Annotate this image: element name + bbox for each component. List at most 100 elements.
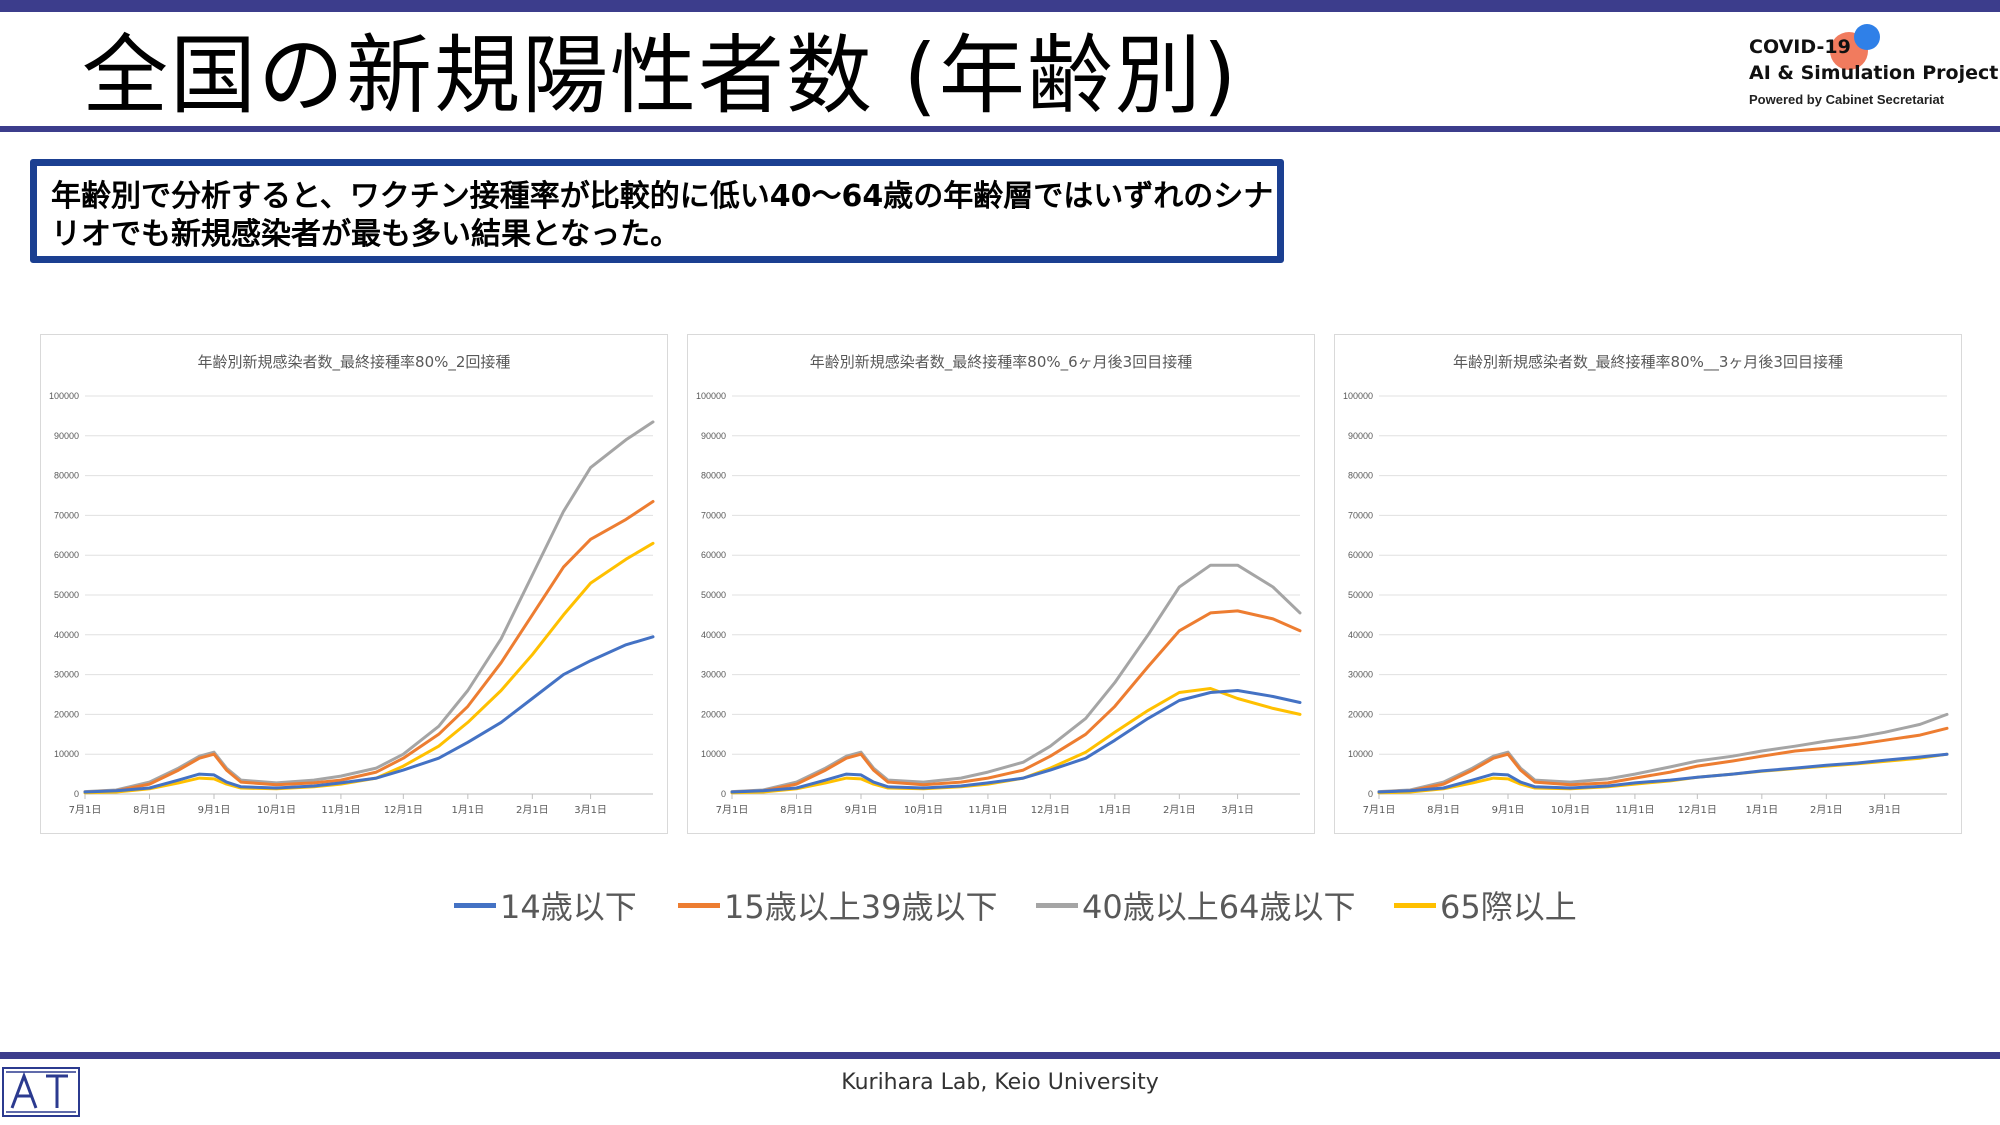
summary-text: 年齢別で分析すると、ワクチン接種率が比較的に低い40〜64歳の年齢層ではいずれの… [51, 179, 1274, 252]
series-line-0 [1377, 752, 1949, 794]
legend-swatch-0 [454, 902, 496, 908]
page-title: 全国の新規陽性者数 (年齢別) [82, 26, 1239, 126]
x-tick-label: 11月1日 [321, 804, 360, 816]
x-tick-label: 3月1日 [1221, 804, 1254, 816]
series-line-2 [83, 420, 655, 794]
y-tick-label: 0 [74, 789, 79, 799]
y-tick-label: 30000 [54, 670, 79, 680]
x-tick-label: 7月1日 [716, 804, 749, 816]
y-tick-label: 20000 [54, 709, 79, 719]
x-tick-label: 12月1日 [384, 804, 423, 816]
y-tick-label: 60000 [54, 550, 79, 560]
chart-3: 年齢別新規感染者数_最終接種率80%__3ヶ月後3回目接種 0 10000 20000… [1343, 353, 1949, 816]
x-tick-label: 1月1日 [451, 804, 484, 816]
x-tick-label: 9月1日 [845, 804, 878, 816]
x-tick-label: 7月1日 [1363, 804, 1396, 816]
x-tick-label: 2月1日 [1163, 804, 1196, 816]
y-tick-label: 70000 [701, 510, 726, 520]
x-tick-label: 8月1日 [1427, 804, 1460, 816]
x-tick-label: 2月1日 [516, 804, 549, 816]
chart-2: 年齢別新規感染者数_最終接種率80%_6ヶ月後3回目接種 0 10000 20000 3… [696, 353, 1302, 816]
chart-legend: 14歳以下 15歳以上39歳以下 40歳以上64歳以下 65際以上 [454, 880, 1594, 930]
x-tick-label: 9月1日 [1492, 804, 1525, 816]
y-tick-label: 10000 [54, 749, 79, 759]
series-line-0 [730, 689, 1302, 794]
series-line-1 [730, 609, 1302, 794]
y-tick-label: 60000 [1348, 550, 1373, 560]
x-tick-label: 3月1日 [574, 804, 607, 816]
footer-divider [0, 1052, 2000, 1059]
summary-callout: 年齢別で分析すると、ワクチン接種率が比較的に低い40〜64歳の年齢層ではいずれの… [30, 159, 1284, 263]
y-tick-label: 60000 [701, 550, 726, 560]
x-tick-label: 10月1日 [904, 804, 943, 816]
x-tick-label: 9月1日 [198, 804, 231, 816]
y-tick-label: 30000 [701, 670, 726, 680]
y-tick-label: 30000 [1348, 670, 1373, 680]
chart-1: 年齢別新規感染者数_最終接種率80%_2回接種 0 10000 20000 30000 4… [49, 353, 655, 816]
legend-swatch-3 [1394, 902, 1436, 908]
chart-panel-3: 年齢別新規感染者数_最終接種率80%__3ヶ月後3回目接種 0 10000 20000… [1334, 334, 1962, 834]
x-tick-label: 10月1日 [1551, 804, 1590, 816]
y-tick-label: 70000 [1348, 510, 1373, 520]
x-tick-label: 7月1日 [69, 804, 102, 816]
legend-item-2: 40歳以上64歳以下 [1036, 880, 1355, 930]
y-tick-label: 80000 [1348, 471, 1373, 481]
series-line-0 [83, 635, 655, 794]
y-tick-label: 40000 [701, 630, 726, 640]
legend-item-0: 14歳以下 [454, 880, 637, 930]
legend-swatch-2 [1036, 902, 1078, 908]
y-tick-label: 0 [721, 789, 726, 799]
y-tick-label: 100000 [1343, 391, 1373, 401]
series-line-2 [1377, 712, 1949, 794]
x-tick-label: 10月1日 [257, 804, 296, 816]
chart-title: 年齢別新規感染者数_最終接種率80%_2回接種 [198, 353, 511, 372]
legend-item-3: 65際以上 [1394, 880, 1577, 930]
legend-item-1: 15歳以上39歳以下 [678, 880, 997, 930]
series-line-3 [83, 541, 655, 795]
legend-label-1: 15歳以上39歳以下 [724, 888, 998, 926]
y-tick-label: 50000 [701, 590, 726, 600]
chart-panel-2: 年齢別新規感染者数_最終接種率80%_6ヶ月後3回目接種 0 10000 20000 3… [687, 334, 1315, 834]
y-tick-label: 90000 [701, 431, 726, 441]
y-tick-label: 90000 [1348, 431, 1373, 441]
legend-label-0: 14歳以下 [500, 888, 637, 926]
y-tick-label: 50000 [54, 590, 79, 600]
y-tick-label: 10000 [701, 749, 726, 759]
y-tick-label: 40000 [1348, 630, 1373, 640]
series-line-3 [730, 687, 1302, 795]
footer-credit: Kurihara Lab, Keio University [841, 1070, 1159, 1095]
y-tick-label: 80000 [701, 471, 726, 481]
y-tick-label: 20000 [1348, 709, 1373, 719]
x-tick-label: 11月1日 [1615, 804, 1654, 816]
legend-swatch-1 [678, 902, 720, 908]
y-tick-label: 90000 [54, 431, 79, 441]
y-tick-label: 80000 [54, 471, 79, 481]
top-accent-bar [0, 0, 2000, 12]
logo-line-2: AI & Simulation Project [1749, 62, 1999, 84]
legend-label-3: 65際以上 [1440, 888, 1577, 926]
x-tick-label: 12月1日 [1031, 804, 1070, 816]
y-tick-label: 100000 [696, 391, 726, 401]
series-line-2 [730, 563, 1302, 794]
y-tick-label: 100000 [49, 391, 79, 401]
y-tick-label: 70000 [54, 510, 79, 520]
project-logo: COVID-19 AI & Simulation Project Powered… [1746, 24, 1998, 120]
x-tick-label: 11月1日 [968, 804, 1007, 816]
x-tick-label: 1月1日 [1745, 804, 1778, 816]
y-tick-label: 50000 [1348, 590, 1373, 600]
logo-line-3: Powered by Cabinet Secretariat [1749, 92, 1945, 107]
x-tick-label: 3月1日 [1868, 804, 1901, 816]
chart-title: 年齢別新規感染者数_最終接種率80%_6ヶ月後3回目接種 [810, 353, 1192, 372]
logo-blue-circle-icon [1854, 24, 1880, 50]
lab-logo-icon [2, 1067, 80, 1117]
y-tick-label: 10000 [1348, 749, 1373, 759]
legend-label-2: 40歳以上64歳以下 [1082, 888, 1356, 926]
series-line-1 [83, 500, 655, 794]
series-line-1 [1377, 726, 1949, 794]
title-divider [0, 126, 2000, 132]
x-tick-label: 2月1日 [1810, 804, 1843, 816]
x-tick-label: 8月1日 [133, 804, 166, 816]
y-tick-label: 0 [1368, 789, 1373, 799]
chart-panel-1: 年齢別新規感染者数_最終接種率80%_2回接種 0 10000 20000 30000 4… [40, 334, 668, 834]
x-tick-label: 1月1日 [1098, 804, 1131, 816]
